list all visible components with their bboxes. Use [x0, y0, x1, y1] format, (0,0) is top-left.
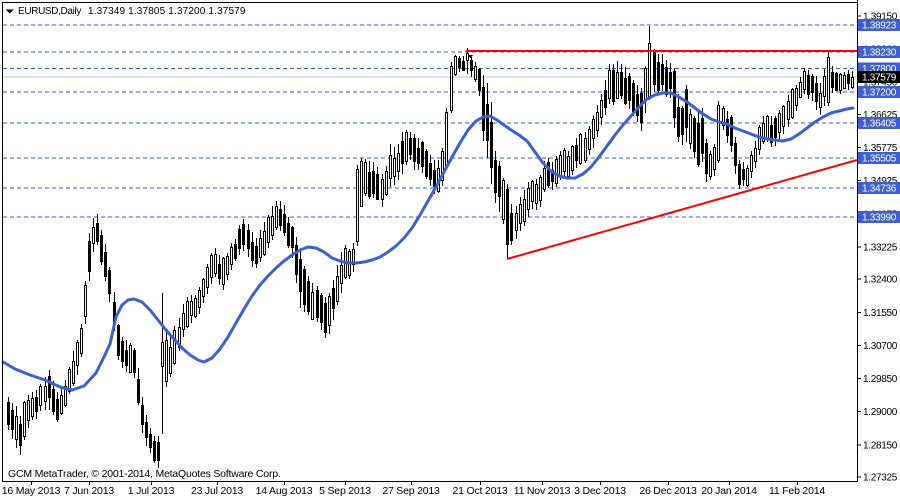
svg-text:14 Aug 2013: 14 Aug 2013 — [256, 485, 313, 497]
svg-text:20 Jan 2014: 20 Jan 2014 — [701, 485, 757, 497]
svg-text:1.29850: 1.29850 — [863, 374, 898, 385]
svg-text:26 Dec 2013: 26 Dec 2013 — [639, 485, 697, 497]
svg-text:1.27325: 1.27325 — [863, 473, 898, 484]
svg-text:1.37349 1.37805 1.37200 1.3757: 1.37349 1.37805 1.37200 1.37579 — [88, 6, 246, 17]
svg-text:1.34925: 1.34925 — [863, 176, 898, 187]
svg-text:1.37800: 1.37800 — [862, 64, 897, 75]
svg-text:1.38230: 1.38230 — [862, 47, 897, 58]
svg-text:11 Nov 2013: 11 Nov 2013 — [514, 485, 571, 497]
svg-text:21 Oct 2013: 21 Oct 2013 — [452, 485, 507, 497]
svg-text:1.35775: 1.35775 — [863, 143, 898, 154]
svg-text:7 Jun 2013: 7 Jun 2013 — [64, 485, 114, 497]
svg-text:1.36405: 1.36405 — [862, 119, 897, 130]
svg-text:1.35505: 1.35505 — [862, 154, 897, 165]
svg-text:16 May 2013: 16 May 2013 — [2, 485, 61, 497]
svg-text:23 Jul 2013: 23 Jul 2013 — [191, 485, 243, 497]
svg-text:27 Sep 2013: 27 Sep 2013 — [382, 485, 440, 497]
svg-text:5 Sep 2013: 5 Sep 2013 — [319, 485, 371, 497]
svg-text:GCM MetaTrader, © 2001-2014, M: GCM MetaTrader, © 2001-2014, MetaQuotes … — [8, 468, 281, 480]
svg-text:1.37200: 1.37200 — [862, 88, 897, 99]
svg-text:1.33990: 1.33990 — [862, 213, 897, 224]
svg-text:1.37579: 1.37579 — [862, 73, 897, 84]
svg-text:1.38923: 1.38923 — [862, 20, 897, 31]
svg-text:1.31550: 1.31550 — [863, 308, 898, 319]
svg-text:11 Feb 2014: 11 Feb 2014 — [769, 485, 825, 497]
svg-text:3 Dec 2013: 3 Dec 2013 — [574, 485, 626, 497]
svg-text:1.33225: 1.33225 — [863, 243, 898, 254]
svg-text:1 Jul 2013: 1 Jul 2013 — [128, 485, 175, 497]
svg-text:EURUSD,Daily: EURUSD,Daily — [18, 6, 81, 17]
svg-text:1.30700: 1.30700 — [863, 341, 898, 352]
svg-text:1.34736: 1.34736 — [862, 184, 897, 195]
svg-text:1.39150: 1.39150 — [863, 11, 898, 22]
svg-text:1.36625: 1.36625 — [863, 110, 898, 121]
svg-text:1.29000: 1.29000 — [863, 407, 898, 418]
svg-text:1.28150: 1.28150 — [863, 440, 898, 451]
svg-text:1.32400: 1.32400 — [863, 275, 898, 286]
